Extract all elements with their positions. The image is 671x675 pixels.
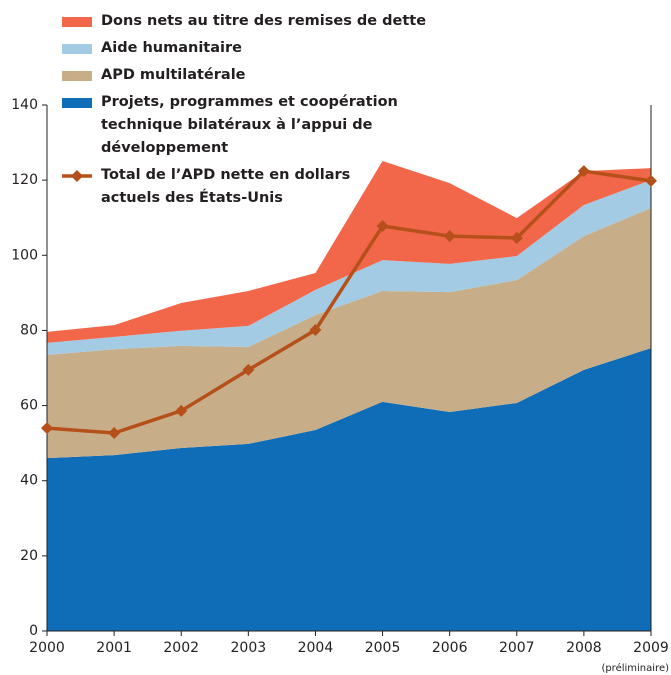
marker xyxy=(242,363,255,376)
x-tick-label: 2001 xyxy=(96,640,132,656)
y-tick-label: 100 xyxy=(11,247,38,263)
legend-swatch xyxy=(62,44,92,54)
legend-label: Total de l’APD nette en dollars actuels … xyxy=(101,167,351,206)
legend-label: Aide humanitaire xyxy=(101,40,242,56)
legend-label: Dons nets au titre des remises de dette xyxy=(101,13,427,29)
x-tick-label: 2005 xyxy=(365,640,401,656)
x-tick-label: 2006 xyxy=(432,640,468,656)
y-tick-label: 60 xyxy=(20,398,38,414)
legend-swatch xyxy=(62,71,92,81)
marker xyxy=(41,422,53,435)
x-tick-label: 2003 xyxy=(231,640,267,656)
legend-item: APD multilatérale xyxy=(62,64,481,87)
legend-item: Aide humanitaire xyxy=(62,37,481,60)
annotation: (préliminaire) xyxy=(601,662,669,674)
legend-swatch xyxy=(62,98,92,108)
x-tick-label: 2007 xyxy=(499,640,535,656)
marker xyxy=(108,426,121,439)
legend: Dons nets au titre des remises de dette A… xyxy=(62,10,481,214)
legend-label: Projets, programmes et coopération techn… xyxy=(101,94,398,156)
area xyxy=(47,160,651,343)
x-tick-label: 2008 xyxy=(566,640,602,656)
total-line xyxy=(46,169,652,435)
marker xyxy=(309,324,322,337)
legend-swatch xyxy=(62,170,92,182)
x-tick-label: 2004 xyxy=(298,640,334,656)
area xyxy=(47,348,651,631)
marker xyxy=(577,165,590,178)
y-tick-label: 80 xyxy=(20,322,38,338)
x-tick-label: 2009 xyxy=(633,640,669,656)
legend-label: APD multilatérale xyxy=(101,67,246,83)
marker xyxy=(645,174,657,187)
marker xyxy=(443,230,456,243)
y-tick-label: 120 xyxy=(11,172,38,188)
legend-item: Projets, programmes et coopération techn… xyxy=(62,91,481,160)
x-tick-label: 2000 xyxy=(29,640,65,656)
legend-swatch xyxy=(62,17,92,27)
y-tick-label: 0 xyxy=(29,623,38,639)
y-tick-label: 140 xyxy=(11,97,38,113)
y-tick-label: 20 xyxy=(20,548,38,564)
marker xyxy=(510,232,523,245)
area xyxy=(47,207,651,459)
legend-item: Dons nets au titre des remises de dette xyxy=(62,10,481,33)
legend-line xyxy=(62,170,92,182)
y-tick-label: 40 xyxy=(20,473,38,489)
marker xyxy=(175,404,188,417)
legend-item: Total de l’APD nette en dollars actuels … xyxy=(62,164,481,210)
area xyxy=(47,180,651,355)
marker xyxy=(376,219,389,232)
x-tick-label: 2002 xyxy=(163,640,199,656)
